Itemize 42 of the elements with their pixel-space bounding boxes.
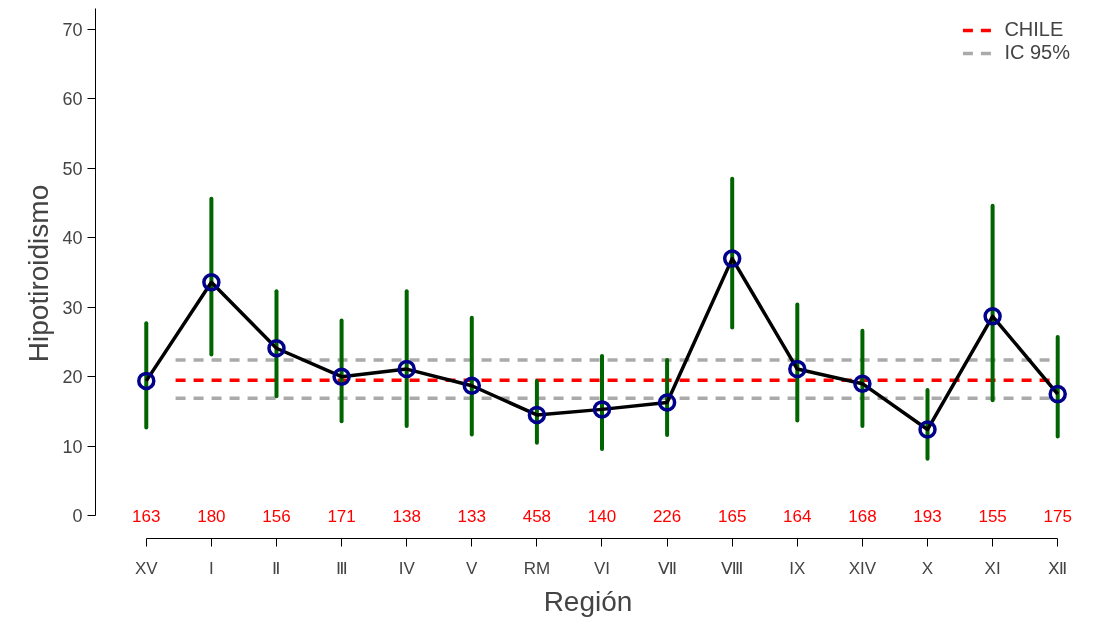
annotation: 156 xyxy=(262,506,291,526)
y-tick-label: 30 xyxy=(62,297,83,318)
annotation: 163 xyxy=(132,506,161,526)
annotation: 155 xyxy=(978,506,1007,526)
x-tick-label: I xyxy=(209,558,214,578)
annotation: 458 xyxy=(522,506,552,526)
annotation: 175 xyxy=(1043,506,1072,526)
legend-label: CHILE xyxy=(1004,18,1064,41)
x-tick-label: Ⅶ xyxy=(657,558,677,578)
y-axis-title: Hipotiroidismo xyxy=(23,184,55,363)
y-tick-label: 60 xyxy=(62,89,83,110)
annotation: 133 xyxy=(457,506,486,526)
x-tick-label: IV xyxy=(398,558,416,578)
x-tick-label: RM xyxy=(523,558,551,578)
y-tick-label: 70 xyxy=(62,19,83,40)
annotation: 171 xyxy=(327,506,356,526)
legend-label: IC 95% xyxy=(1004,41,1070,64)
y-tick-label: 20 xyxy=(62,367,83,388)
annotation: 140 xyxy=(587,506,617,526)
annotation: 193 xyxy=(913,506,942,526)
x-tick-label: VI xyxy=(593,558,611,578)
x-axis-title: Región xyxy=(543,585,633,617)
x-tick-label: Ⅷ xyxy=(721,558,744,578)
annotation: 180 xyxy=(197,506,226,526)
annotation: 164 xyxy=(783,506,812,526)
x-tick-label: IX xyxy=(789,558,806,578)
y-tick-label: 50 xyxy=(62,158,83,179)
x-tick-label: X xyxy=(921,558,934,578)
x-tick-label: XV xyxy=(134,558,159,578)
y-tick-label: 40 xyxy=(62,228,83,249)
x-tick-label: XI xyxy=(984,558,1001,578)
y-tick-label: 10 xyxy=(62,436,83,457)
x-tick-label: V xyxy=(466,558,479,578)
annotation: 138 xyxy=(392,506,421,526)
x-tick-label: Ⅻ xyxy=(1048,558,1068,578)
annotation: 168 xyxy=(848,506,877,526)
annotation: 165 xyxy=(718,506,747,526)
y-tick-label: 0 xyxy=(72,506,83,527)
x-tick-label: Ⅱ xyxy=(272,558,281,578)
x-tick-label: XIV xyxy=(848,558,877,578)
x-tick-label: Ⅲ xyxy=(335,558,348,578)
annotation: 226 xyxy=(652,506,682,526)
